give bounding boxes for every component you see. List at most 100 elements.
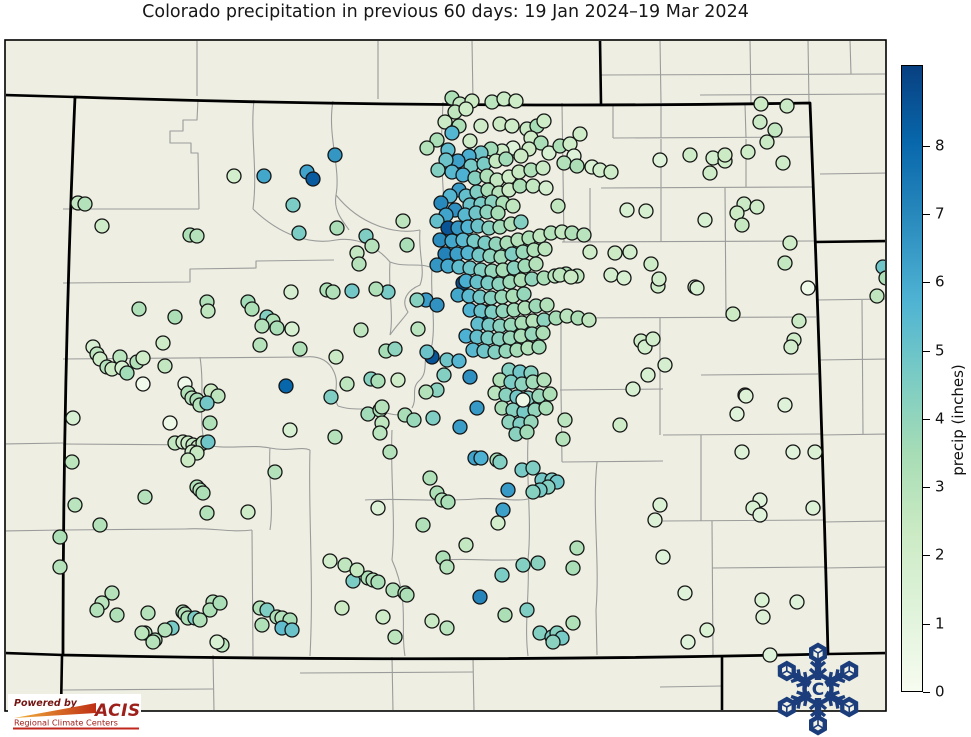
station-dot — [576, 227, 592, 243]
station-dot — [565, 560, 581, 576]
station-dot — [119, 365, 135, 381]
station-dot — [738, 388, 754, 404]
county-line — [335, 194, 421, 232]
colorbar-tick — [923, 418, 930, 420]
county-line — [6, 529, 64, 532]
station-dot — [582, 244, 598, 260]
station-dot — [327, 429, 343, 445]
county-line — [389, 261, 392, 336]
station-dot — [269, 320, 285, 336]
station-dot — [869, 288, 885, 304]
station-dot — [515, 392, 531, 408]
county-line — [749, 41, 752, 104]
station-dot — [643, 256, 659, 272]
station-dot — [322, 553, 338, 569]
station-dot — [458, 537, 474, 553]
station-dot — [785, 444, 801, 460]
station-dot — [409, 292, 425, 308]
station-dot — [779, 98, 795, 114]
county-line — [364, 497, 529, 501]
station-dot — [390, 372, 406, 388]
station-dot — [135, 350, 151, 366]
station-dot — [372, 425, 388, 441]
county-line — [594, 461, 598, 656]
station-dot — [622, 244, 638, 260]
station-dot — [535, 325, 551, 341]
county-line — [662, 433, 823, 436]
station-dot — [572, 126, 588, 142]
county-line — [861, 299, 864, 435]
station-dot — [542, 386, 558, 402]
station-dot — [490, 205, 506, 221]
station-dot — [439, 559, 455, 575]
station-dot — [652, 152, 668, 168]
station-dot — [189, 228, 205, 244]
county-line — [600, 73, 885, 76]
station-dot — [137, 489, 153, 505]
county-line — [6, 442, 64, 445]
station-dot — [516, 286, 532, 302]
station-dot — [536, 372, 552, 388]
state-line — [813, 239, 885, 244]
station-dot — [364, 238, 380, 254]
county-line — [700, 373, 819, 376]
station-dot — [451, 353, 467, 369]
station-dot — [513, 214, 529, 230]
colorbar-tick — [923, 350, 930, 352]
station-dot — [563, 269, 579, 285]
station-dot — [458, 101, 474, 117]
station-dot — [740, 144, 756, 160]
station-dot — [202, 415, 218, 431]
station-dot — [800, 280, 816, 296]
station-dot — [429, 213, 445, 229]
station-dot — [162, 415, 178, 431]
station-dot — [387, 629, 403, 645]
colorado-border — [61, 95, 830, 661]
station-dot — [370, 500, 386, 516]
station-dot — [52, 559, 68, 575]
county-line — [389, 261, 433, 269]
station-dot — [525, 460, 541, 476]
county-line — [662, 519, 825, 522]
station-dot — [292, 341, 308, 357]
state-line — [598, 41, 603, 105]
station-dot — [180, 452, 196, 468]
station-dot — [212, 595, 228, 611]
station-dot — [619, 202, 635, 218]
colorbar-tick-label: 8 — [935, 136, 945, 155]
station-dot — [240, 504, 256, 520]
station-dot — [603, 267, 619, 283]
station-dot — [94, 218, 110, 234]
acis-swoosh-shape — [14, 703, 96, 718]
station-dot — [538, 400, 554, 416]
station-dot — [536, 113, 552, 129]
station-dot — [327, 147, 343, 163]
colorbar-tick — [923, 487, 930, 489]
acis-underline — [13, 727, 139, 730]
station-dot — [375, 609, 391, 625]
station-dot — [200, 303, 216, 319]
station-dot — [439, 620, 455, 636]
colorbar: 0 1 2 3 4 5 6 7 8 precip (inches) — [901, 65, 971, 701]
colorbar-tick — [923, 145, 930, 147]
county-line — [204, 444, 311, 451]
station-dot — [430, 162, 446, 178]
station-dot — [647, 512, 663, 528]
station-dot — [134, 625, 150, 641]
colorbar-axis-label: precip (inches) — [949, 364, 967, 476]
station-dot — [52, 529, 68, 545]
station-dot — [789, 594, 805, 610]
colorbar-tick — [923, 282, 930, 284]
station-dot — [759, 134, 775, 150]
station-dot — [282, 422, 298, 438]
station-dot — [210, 388, 226, 404]
county-line — [299, 671, 474, 674]
colorbar-tick-label: 7 — [935, 204, 945, 223]
station-dot — [525, 178, 541, 194]
station-dot — [199, 395, 215, 411]
colorbar-gradient — [901, 65, 923, 692]
station-dot — [508, 93, 524, 109]
station-dot — [717, 147, 733, 163]
station-dot — [285, 197, 301, 213]
station-dot — [329, 220, 345, 236]
